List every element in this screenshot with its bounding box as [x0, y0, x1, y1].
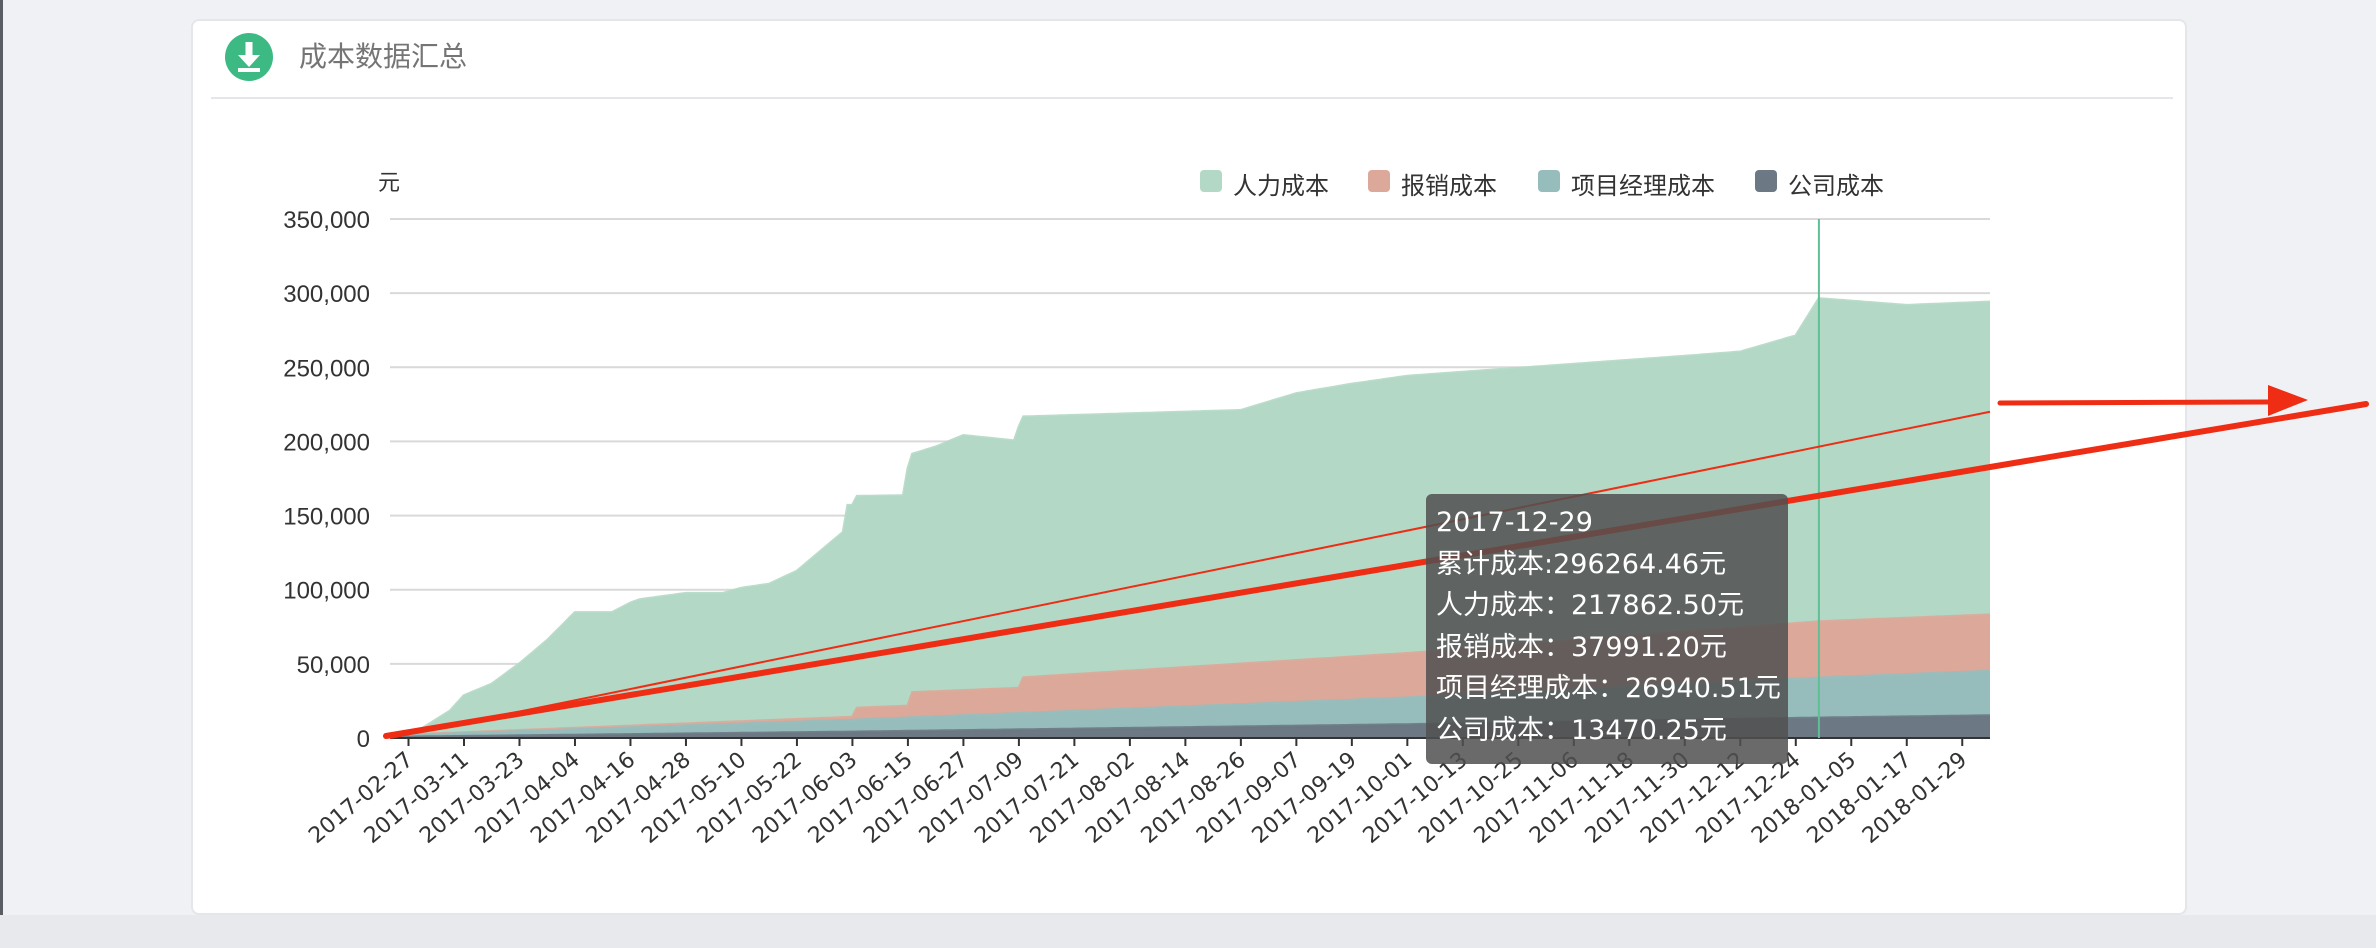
tooltip-company: 公司成本：13470.25元 — [1436, 714, 1727, 746]
page-footer-band — [0, 915, 2376, 948]
y-tick-label: 200,000 — [283, 429, 370, 456]
window-edge — [0, 0, 3, 948]
legend-label: 人力成本 — [1233, 172, 1329, 200]
legend-label: 公司成本 — [1788, 172, 1884, 200]
legend-swatch — [1200, 170, 1222, 192]
tooltip-pm: 项目经理成本：26940.51元 — [1436, 673, 1781, 704]
tooltip-total: 累计成本:296264.46元 — [1436, 548, 1727, 580]
y-tick-label: 150,000 — [283, 504, 370, 531]
legend-swatch — [1538, 170, 1560, 192]
y-tick-label: 100,000 — [283, 578, 370, 605]
tooltip-reimb: 报销成本：37991.20元 — [1436, 631, 1727, 663]
y-tick-label: 50,000 — [297, 652, 370, 679]
download-icon[interactable] — [225, 33, 273, 81]
legend-label: 项目经理成本 — [1571, 172, 1715, 200]
y-tick-label: 300,000 — [283, 281, 370, 308]
panel-header: 成本数据汇总 — [211, 21, 2173, 99]
tooltip-labor: 人力成本：217862.50元 — [1436, 590, 1745, 621]
trend-line — [389, 410, 1991, 739]
annotation-arrow-line — [383, 401, 2369, 739]
legend-swatch — [1368, 170, 1390, 192]
y-tick-label: 350,000 — [283, 207, 370, 234]
tooltip-date: 2017-12-29 — [1436, 507, 1593, 538]
legend-swatch — [1755, 170, 1777, 192]
chart-tooltip: 2017-12-29 累计成本:296264.46元 人力成本：217862.5… — [1426, 494, 1788, 764]
y-tick-label: 0 — [357, 726, 370, 753]
legend-label: 报销成本 — [1401, 172, 1497, 200]
annotation-arrow-head — [2268, 385, 2308, 416]
panel-title: 成本数据汇总 — [299, 40, 468, 73]
annotation-arrow-shaft — [1997, 399, 2271, 406]
y-axis-unit: 元 — [378, 171, 400, 196]
y-tick-label: 250,000 — [283, 355, 370, 382]
series-line — [389, 297, 1991, 737]
